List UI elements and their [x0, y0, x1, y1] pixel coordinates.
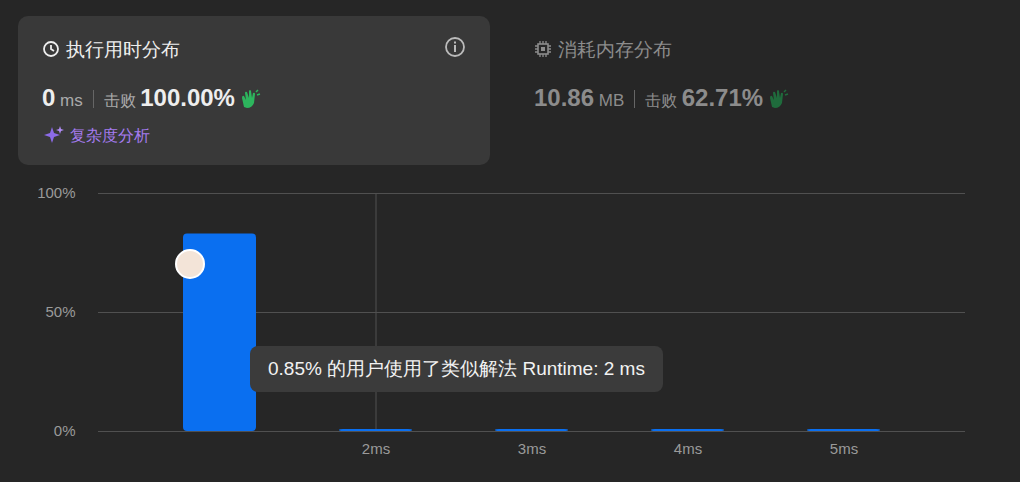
html-text:执行用时分布: 执行用时分布	[66, 39, 180, 60]
html-text:消耗内存分布: 消耗内存分布	[558, 39, 672, 60]
html-text:击败100.00%: 击败100.00%	[103, 84, 235, 111]
html-text:10.86MB: 10.86MB	[534, 84, 625, 111]
svg-text:2ms: 2ms	[362, 440, 390, 457]
svg-text:100%: 100%	[37, 184, 75, 201]
svg-text:50%: 50%	[45, 303, 75, 320]
svg-text:3ms: 3ms	[518, 440, 546, 457]
svg-text:4ms: 4ms	[674, 440, 702, 457]
html-text:击败62.71%: 击败62.71%	[645, 84, 764, 111]
html-text:0.85% 的用户使用了类似解法 Runtime: 2 ms: 0.85% 的用户使用了类似解法 Runtime: 2 ms	[268, 358, 645, 379]
html-text:复杂度分析: 复杂度分析	[70, 127, 150, 144]
svg-text:5ms: 5ms	[830, 440, 858, 457]
svg-text:0%: 0%	[54, 422, 76, 439]
html-text:0ms: 0ms	[42, 84, 83, 111]
